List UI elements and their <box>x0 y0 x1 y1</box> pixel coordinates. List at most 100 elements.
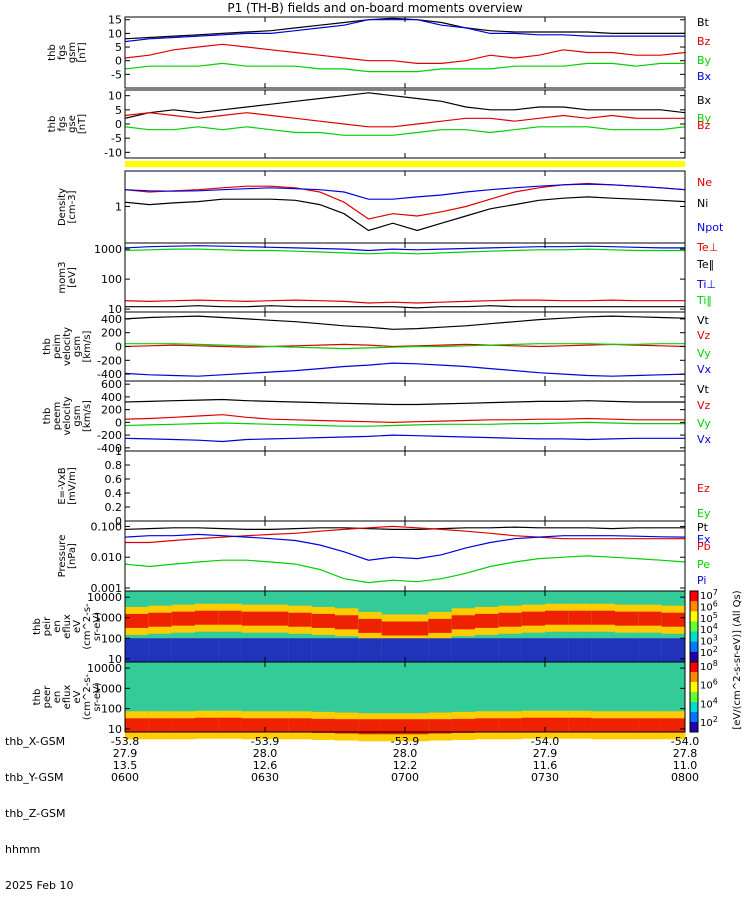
heat-band-core <box>545 610 569 625</box>
series-line-vz <box>124 414 685 424</box>
colorbar-segment <box>690 722 698 733</box>
colorbar-tick-label: 106 <box>700 678 718 692</box>
panel-8: 0.100 0.010 0.001 Pressure [nPa] Pt Pb Pe Pi <box>57 520 711 595</box>
x-tick-label-time: 0730 <box>531 771 559 784</box>
heat-low-energy <box>568 638 593 662</box>
series-line-bx <box>124 19 685 43</box>
panel-frame <box>124 450 686 522</box>
y-tick-label: 1 <box>115 445 122 458</box>
colorbar-segment <box>690 641 698 653</box>
y-axis-title: sr-eV) <box>92 682 103 711</box>
colorbar-tick-label: 102 <box>700 645 718 659</box>
y-axis-title: eflux <box>62 614 73 639</box>
y-axis-title: en <box>52 691 63 704</box>
y-tick-label: 0 <box>115 341 122 354</box>
series-line-vy <box>124 421 685 427</box>
legend-pe: Pe <box>697 558 710 571</box>
y-tick-label: 10000 <box>87 662 122 675</box>
legend-vz: Vz <box>697 329 711 342</box>
heat-low-energy <box>171 719 196 732</box>
panel-4: 1000 100 10 mom3 [eV] Te⊥ Te‖ Ti⊥ Ti‖ <box>57 241 718 316</box>
y-axis-title: fgs <box>57 45 68 60</box>
heat-low-energy <box>545 719 569 732</box>
colorbar-segment <box>690 631 698 643</box>
heat-low-energy <box>661 638 686 662</box>
legend-ey: Ey <box>697 507 711 520</box>
y-axis-title: fgs <box>57 116 68 131</box>
colorbar-segment <box>690 591 698 602</box>
heat-low-energy <box>428 719 453 732</box>
heat-low-energy <box>241 638 266 662</box>
x-axis-labels: -53.827.913.50600-53.928.012.60630-53.92… <box>111 735 699 784</box>
heat-band-core <box>405 621 429 636</box>
y-tick-label: 10 <box>108 90 122 103</box>
y-axis-title: Pressure <box>57 535 68 578</box>
heat-band-core <box>638 611 663 626</box>
panel-10: 10000 1000 100 10 thb peer en eflux eV (cm^2-s-sr… <box>32 661 686 742</box>
legend-bx: Bx <box>697 94 712 107</box>
heat-low-energy <box>475 719 499 732</box>
legend-pt: Pt <box>697 521 709 534</box>
x-tick-label-xgsm: -54.0 <box>671 735 699 748</box>
y-axis-title: (cm^2-s- <box>82 603 93 650</box>
y-tick-label: 10 <box>108 303 122 316</box>
legend-vy: Vy <box>697 347 711 360</box>
heat-low-energy <box>451 638 476 662</box>
y-tick-label: 0.100 <box>91 520 123 533</box>
legend-ex: Ex <box>697 533 711 546</box>
heat-low-energy <box>288 719 313 732</box>
x-tick-label-zgsm: 11.0 <box>673 759 698 772</box>
legend-vy: Vy <box>697 417 711 430</box>
x-tick-label-xgsm: -54.0 <box>531 735 559 748</box>
y-axis-title: gsm <box>67 42 78 63</box>
heat-low-energy <box>148 638 173 662</box>
y-tick-label: 100 <box>101 703 122 716</box>
y-tick-label: 200 <box>101 404 122 417</box>
y-tick-label: -400 <box>97 368 122 381</box>
y-tick-label: -5 <box>111 132 122 145</box>
colorbar-segment <box>690 672 698 683</box>
series-line-ni <box>124 196 686 232</box>
x-tick-label-time: 0600 <box>111 771 139 784</box>
y-tick-label: 0.6 <box>105 473 123 486</box>
y-axis-title: thb <box>42 338 53 355</box>
x-tick-label-ygsm: 27.9 <box>533 747 558 760</box>
heat-low-energy <box>171 638 196 662</box>
heat-band-core <box>381 621 406 636</box>
legend-te⊥: Te⊥ <box>696 241 718 254</box>
y-tick-label: -200 <box>97 429 122 442</box>
x-tick-label-ygsm: 27.8 <box>673 747 698 760</box>
series-line-vx <box>124 434 685 443</box>
x-tick-label-time: 0700 <box>391 771 419 784</box>
colorbar-segment <box>690 611 698 622</box>
series-line-pt <box>124 526 685 531</box>
x-tick-label-xgsm: -53.9 <box>391 735 419 748</box>
heat-band-core <box>125 613 149 628</box>
y-tick-label: 400 <box>101 313 122 326</box>
heat-band-core <box>451 615 476 630</box>
heat-band-core <box>171 611 196 626</box>
colorbar-segment <box>690 702 698 713</box>
y-axis-title: (cm^2-s- <box>82 673 93 720</box>
heat-low-energy <box>615 719 639 732</box>
series-line-vx <box>124 362 686 377</box>
y-tick-label: 100 <box>101 273 122 286</box>
heat-low-energy <box>125 638 149 662</box>
series-line-bz <box>124 43 686 65</box>
y-tick-label: 600 <box>101 378 122 391</box>
panel-frame <box>124 170 686 244</box>
legend-npot: Npot <box>697 221 724 234</box>
y-tick-label: -5 <box>111 68 122 81</box>
chart-title: P1 (TH-B) fields and on-board moments ov… <box>227 1 523 15</box>
y-axis-title: sr-eV) <box>92 612 103 641</box>
quality-flag-bar <box>125 161 685 167</box>
heat-band-core <box>475 613 499 628</box>
x-tick-label-ygsm: 28.0 <box>253 747 278 760</box>
heat-band-core <box>661 612 686 627</box>
x-tick-label-zgsm: 13.5 <box>113 759 138 772</box>
series-line-by <box>124 62 685 73</box>
axis-row-labels: thb_X-GSM thb_Y-GSM thb_Z-GSM hhmm 2025 … <box>5 712 73 904</box>
